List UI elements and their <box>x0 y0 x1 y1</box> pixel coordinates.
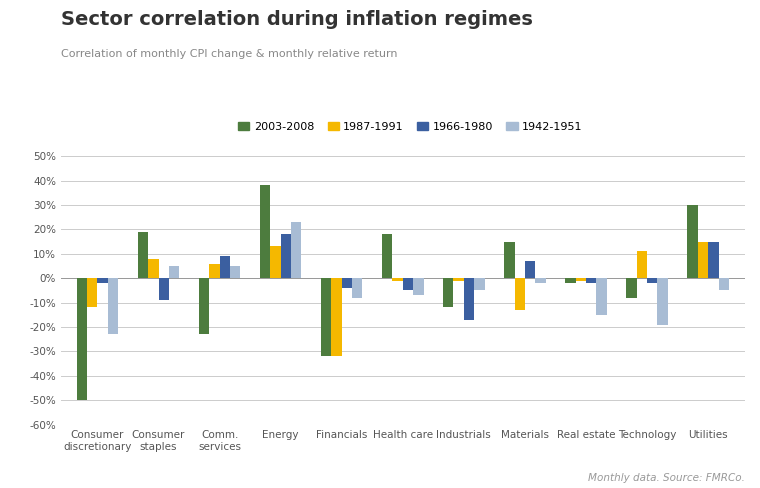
Bar <box>504 242 515 278</box>
Bar <box>647 278 657 283</box>
Bar <box>342 278 352 288</box>
Text: Monthly data. Source: FMRCo.: Monthly data. Source: FMRCo. <box>588 473 745 483</box>
Bar <box>352 278 363 298</box>
Bar <box>657 278 668 325</box>
Bar <box>271 246 280 278</box>
Bar <box>87 278 97 307</box>
Bar <box>169 266 179 278</box>
Text: Correlation of monthly CPI change & monthly relative return: Correlation of monthly CPI change & mont… <box>61 49 397 59</box>
Bar <box>280 234 291 278</box>
Bar <box>230 266 240 278</box>
Bar <box>687 205 698 278</box>
Bar <box>413 278 423 295</box>
Bar <box>108 278 119 334</box>
Bar <box>718 278 729 290</box>
Bar <box>586 278 597 283</box>
Bar <box>637 251 647 278</box>
Bar <box>597 278 606 315</box>
Bar <box>159 278 169 300</box>
Bar <box>97 278 108 283</box>
Bar <box>331 278 342 356</box>
Bar <box>464 278 474 320</box>
Bar <box>291 222 302 278</box>
Bar <box>565 278 575 283</box>
Bar <box>454 278 464 281</box>
Bar <box>148 259 159 278</box>
Bar <box>260 185 271 278</box>
Bar <box>708 242 718 278</box>
Bar <box>698 242 708 278</box>
Bar <box>382 234 392 278</box>
Bar <box>525 261 535 278</box>
Bar <box>321 278 331 356</box>
Bar <box>392 278 403 281</box>
Bar <box>535 278 546 283</box>
Bar <box>403 278 413 290</box>
Bar <box>77 278 87 400</box>
Legend: 2003-2008, 1987-1991, 1966-1980, 1942-1951: 2003-2008, 1987-1991, 1966-1980, 1942-19… <box>234 118 587 137</box>
Bar <box>575 278 586 281</box>
Bar <box>199 278 209 334</box>
Bar <box>474 278 485 290</box>
Text: Sector correlation during inflation regimes: Sector correlation during inflation regi… <box>61 10 533 29</box>
Bar <box>220 256 230 278</box>
Bar <box>626 278 637 298</box>
Bar <box>138 232 148 278</box>
Bar <box>443 278 454 307</box>
Bar <box>515 278 525 310</box>
Bar <box>209 264 220 278</box>
